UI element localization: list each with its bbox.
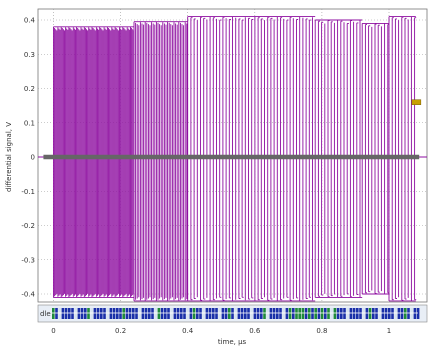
decode-bar: dle bbox=[37, 304, 428, 323]
y-tick-label: 0.1 bbox=[24, 119, 35, 127]
x-tick-label: 0.6 bbox=[249, 327, 261, 335]
x-axis-title: time, µs bbox=[218, 338, 247, 346]
y-axis-title: differential signal, V bbox=[5, 122, 13, 192]
y-tick-label: -0.1 bbox=[21, 188, 35, 196]
x-tick-label: 0.8 bbox=[316, 327, 327, 335]
y-tick-labels: 0.4 0.3 0.2 0.1 0 -0.1 -0.2 -0.3 -0.4 bbox=[21, 17, 35, 299]
x-tick-labels: 0 0.2 0.4 0.6 0.8 1 bbox=[51, 327, 391, 335]
decode-cell bbox=[416, 308, 420, 319]
y-tick-label: -0.2 bbox=[21, 222, 35, 230]
x-tick-label: 0.2 bbox=[115, 327, 126, 335]
y-tick-label: -0.3 bbox=[21, 256, 35, 264]
y-tick-label: 0.3 bbox=[24, 51, 35, 59]
marker-box bbox=[411, 99, 422, 105]
yellow-marker bbox=[411, 99, 422, 105]
x-tick-label: 0.4 bbox=[182, 327, 194, 335]
y-tick-label: 0 bbox=[31, 154, 35, 162]
decode-divider bbox=[52, 312, 418, 314]
y-tick-label: -0.4 bbox=[21, 291, 35, 299]
x-tick-label: 0 bbox=[51, 327, 55, 335]
y-tick-label: 0.4 bbox=[24, 17, 36, 25]
y-tick-label: 0.2 bbox=[24, 85, 35, 93]
x-tick-label: 1 bbox=[387, 327, 391, 335]
decode-label: dle bbox=[40, 310, 51, 318]
